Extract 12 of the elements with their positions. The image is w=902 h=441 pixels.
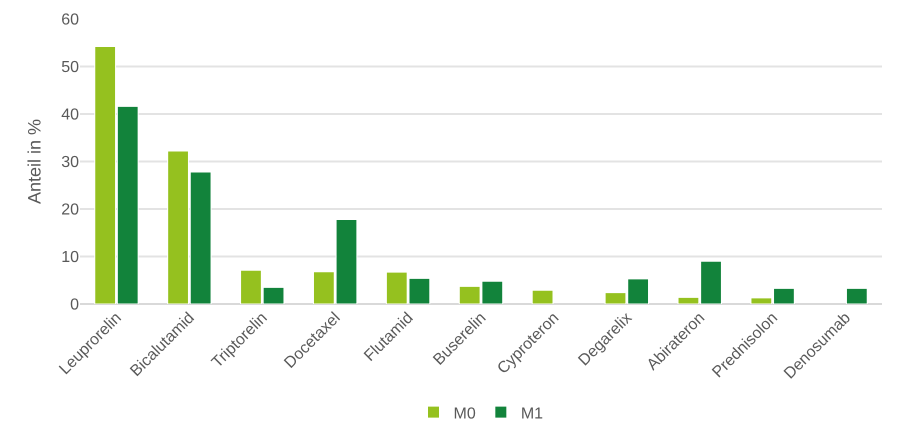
y-tick-label: 20 [61, 202, 80, 219]
y-axis-title: Anteil in % [24, 118, 44, 204]
bar [532, 290, 554, 304]
y-tick-label: 40 [61, 106, 80, 124]
y-tick-label: 10 [61, 249, 80, 266]
bar [846, 288, 868, 304]
y-tick-label: 30 [61, 154, 80, 172]
legend-label: M0 [454, 405, 476, 422]
y-tick-label: 50 [61, 59, 80, 76]
legend-label: M1 [520, 405, 544, 422]
y-tick-label: 0 [70, 296, 80, 314]
y-tick-label: 60 [61, 12, 80, 29]
